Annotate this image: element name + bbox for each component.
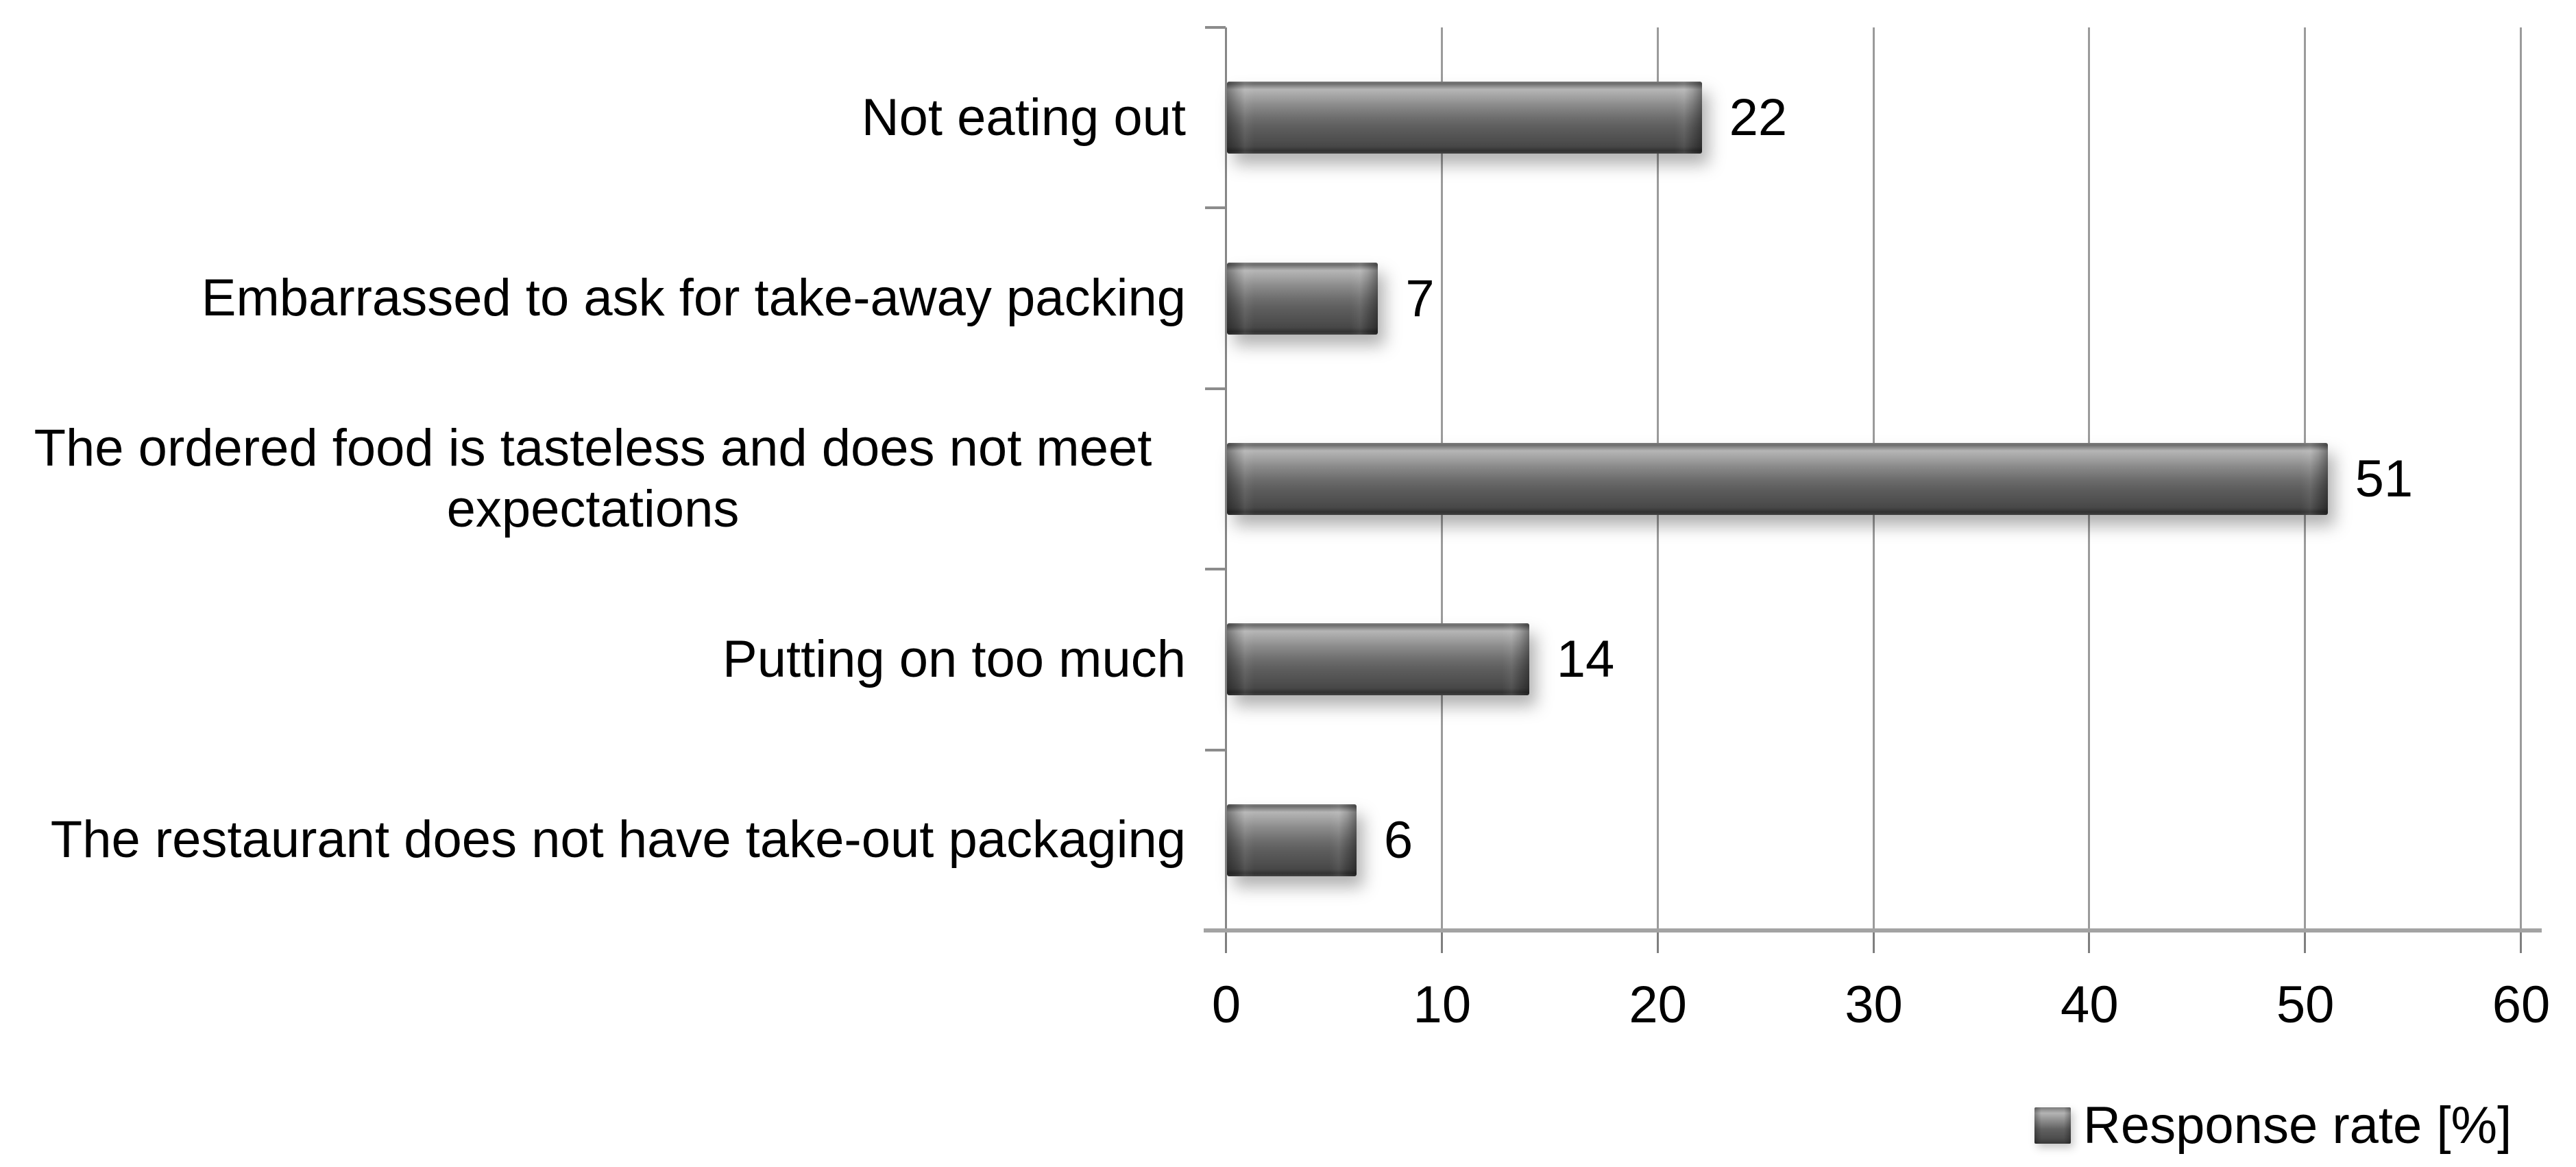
gridline xyxy=(1225,27,1227,952)
category-label-text: Putting on too much xyxy=(722,630,1186,689)
bar xyxy=(1227,804,1357,876)
bar xyxy=(1227,623,1529,696)
x-tick-label: 0 xyxy=(1211,976,1241,1034)
x-axis-tick xyxy=(2520,933,2522,953)
x-tick-label: 10 xyxy=(1413,976,1472,1034)
bar xyxy=(1227,262,1378,335)
legend-swatch-icon xyxy=(2034,1107,2071,1144)
category-label-text: The ordered food is tasteless and does n… xyxy=(34,418,1152,539)
x-axis-tick xyxy=(1440,933,1443,953)
category-label: Not eating out xyxy=(862,27,1186,208)
category-boundary-tick xyxy=(1205,206,1226,210)
value-label: 6 xyxy=(1383,810,1413,869)
category-boundary-tick xyxy=(1205,748,1226,751)
gridline xyxy=(2520,27,2522,930)
category-label: The ordered food is tasteless and does n… xyxy=(0,389,1186,569)
category-boundary-tick xyxy=(1205,26,1226,29)
x-tick-label: 50 xyxy=(2276,976,2335,1034)
bar xyxy=(1227,443,2328,515)
category-label: Embarrassed to ask for take-away packing xyxy=(202,208,1186,388)
category-label: The restaurant does not have take-out pa… xyxy=(51,750,1186,930)
x-axis-tick xyxy=(1656,933,1659,953)
category-label-text: Not eating out xyxy=(861,88,1186,147)
value-label: 7 xyxy=(1405,269,1435,328)
value-label: 51 xyxy=(2355,450,2414,508)
value-label: 22 xyxy=(1729,88,1788,147)
x-axis-tick xyxy=(2088,933,2091,953)
x-tick-label: 60 xyxy=(2492,976,2551,1034)
x-axis-tick xyxy=(1225,933,1227,953)
x-tick-label: 40 xyxy=(2061,976,2119,1034)
legend-label: Response rate [%] xyxy=(2083,1096,2512,1155)
category-label-text: Embarrassed to ask for take-away packing xyxy=(201,269,1186,328)
category-boundary-tick xyxy=(1205,387,1226,390)
legend: Response rate [%] xyxy=(2034,1096,2512,1155)
x-axis-line xyxy=(1204,928,2542,933)
category-boundary-tick xyxy=(1205,568,1226,571)
x-axis-tick xyxy=(1872,933,1875,953)
category-label-text: The restaurant does not have take-out pa… xyxy=(50,810,1186,869)
x-tick-label: 20 xyxy=(1629,976,1687,1034)
value-label: 14 xyxy=(1556,630,1615,689)
x-tick-label: 30 xyxy=(1845,976,1903,1034)
category-label: Putting on too much xyxy=(722,569,1186,749)
bar xyxy=(1227,82,1702,154)
x-axis-tick xyxy=(2304,933,2307,953)
